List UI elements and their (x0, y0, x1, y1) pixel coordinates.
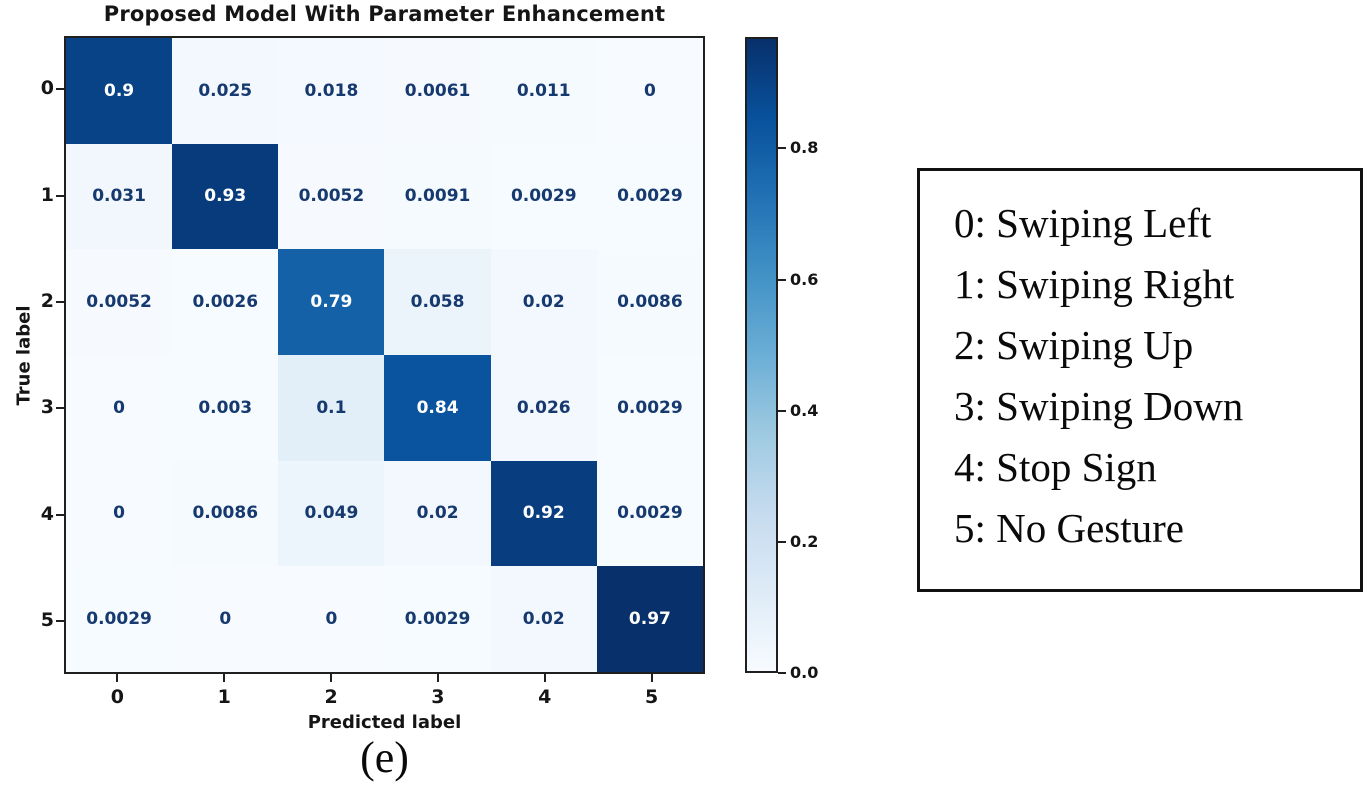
y-tick-label: 4 (40, 502, 54, 525)
matrix-cell: 0.018 (278, 38, 385, 144)
colorbar-tick-label: 0.8 (790, 138, 819, 158)
x-tick-label: 3 (431, 686, 445, 708)
y-tick-label: 0 (40, 77, 54, 100)
matrix-cell: 0.79 (278, 249, 385, 355)
matrix-cell: 0.003 (172, 354, 279, 461)
matrix-cell: 0.0029 (596, 354, 703, 461)
matrix-cell: 0.92 (490, 460, 597, 567)
matrix-cell: 0.031 (66, 143, 173, 250)
matrix-cell: 0.84 (384, 354, 491, 461)
x-tick-mark (436, 674, 439, 682)
x-tick-mark (543, 674, 546, 682)
legend-box: 0: Swiping Left 1: Swiping Right 2: Swipin… (917, 168, 1363, 592)
matrix-cell: 0.0052 (66, 249, 173, 355)
matrix-cell: 0.025 (172, 38, 279, 144)
y-axis-label: True label (13, 305, 35, 406)
matrix-cell: 0 (66, 354, 173, 461)
colorbar (745, 37, 778, 673)
matrix-cell: 0.0029 (596, 460, 703, 567)
matrix-cell: 0.0029 (490, 143, 597, 250)
x-axis-label: Predicted label (307, 712, 462, 733)
colorbar-tick-label: 0.4 (790, 400, 819, 420)
x-tick-label: 2 (324, 686, 338, 708)
legend-item: 4: Stop Sign (954, 444, 1157, 490)
matrix-cell: 0 (596, 38, 703, 144)
matrix-cell: 0 (172, 566, 279, 672)
y-tick-mark (56, 619, 64, 622)
x-tick-label: 0 (110, 686, 125, 708)
colorbar-tick-label: 0.2 (790, 531, 819, 551)
y-tick-mark (56, 300, 64, 303)
matrix-cell: 0.0026 (172, 249, 279, 355)
matrix-cell: 0.0061 (384, 38, 491, 144)
x-tick-label: 1 (217, 686, 231, 708)
y-tick-label: 2 (40, 289, 54, 312)
matrix-cell: 0 (278, 566, 385, 672)
matrix-cell: 0.02 (384, 460, 491, 567)
y-tick-label: 3 (40, 396, 54, 419)
matrix-cell: 0.02 (490, 249, 597, 355)
x-tick-mark (116, 674, 119, 682)
matrix-cell: 0.0052 (278, 143, 385, 250)
colorbar-tick-label: 0.0 (790, 663, 819, 682)
matrix-cell: 0.0029 (596, 143, 703, 250)
legend-item: 2: Swiping Up (954, 322, 1194, 368)
x-tick-mark (330, 674, 333, 682)
x-tick-mark (650, 674, 653, 682)
colorbar-tick-mark (778, 147, 786, 150)
colorbar-tick-mark (778, 278, 786, 281)
legend-item: 5: No Gesture (954, 505, 1185, 551)
y-tick-mark (56, 513, 64, 516)
y-tick-mark (56, 407, 64, 410)
matrix-cell: 0.0086 (172, 460, 279, 567)
matrix-cell: 0.9 (66, 38, 173, 144)
colorbar-tick-mark (778, 540, 786, 543)
y-tick-mark (56, 88, 64, 91)
matrix-cell: 0.97 (596, 566, 703, 672)
colorbar-tick-mark (778, 672, 786, 674)
x-tick-mark (223, 674, 226, 682)
chart-title: Proposed Model With Parameter Enhancemen… (103, 2, 666, 26)
matrix-cell: 0.0029 (384, 566, 491, 672)
matrix-cell: 0.049 (278, 460, 385, 567)
confusion-matrix-heatmap: 0.9 0.025 0.018 0.0061 0.011 0 0.031 0.93 0.0052… (64, 36, 705, 674)
matrix-cell: 0.93 (172, 143, 279, 250)
colorbar-tick-label: 0.6 (790, 269, 819, 289)
colorbar-tick-mark (778, 409, 786, 412)
y-tick-mark (56, 194, 64, 197)
matrix-cell: 0.0091 (384, 143, 491, 250)
matrix-cell: 0.1 (278, 354, 385, 461)
matrix-cell: 0.026 (490, 354, 597, 461)
matrix-cell: 0 (66, 460, 173, 567)
legend-item: 1: Swiping Right (954, 261, 1235, 307)
legend-item: 0: Swiping Left (954, 200, 1212, 246)
x-tick-label: 5 (644, 686, 659, 708)
matrix-cell: 0.0086 (596, 249, 703, 355)
matrix-cell: 0.011 (490, 38, 597, 144)
subfigure-caption: (e) (360, 733, 409, 782)
matrix-cell: 0.02 (490, 566, 597, 672)
matrix-cell: 0.0029 (66, 566, 173, 672)
x-tick-label: 4 (538, 686, 552, 708)
legend-item: 3: Swiping Down (954, 383, 1244, 429)
matrix-cell: 0.058 (384, 249, 491, 355)
y-tick-label: 1 (40, 183, 54, 206)
y-tick-label: 5 (40, 608, 54, 631)
